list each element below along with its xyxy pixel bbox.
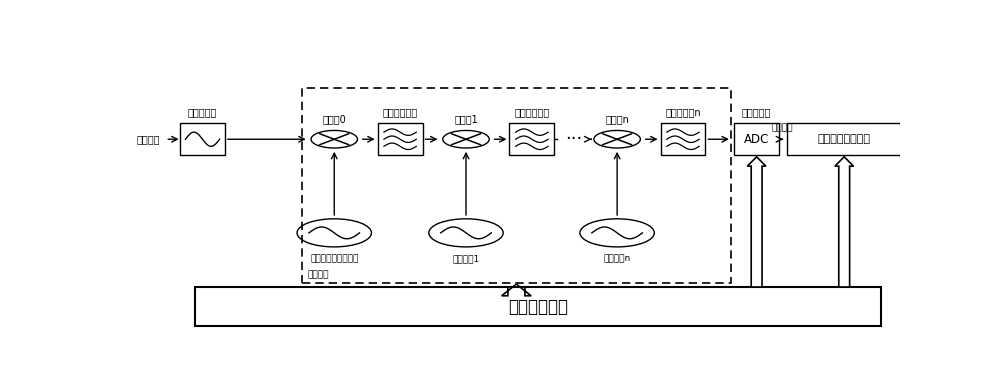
Polygon shape: [835, 157, 854, 287]
Bar: [302, 88, 731, 283]
Text: 同步控制模块: 同步控制模块: [508, 298, 568, 316]
Polygon shape: [502, 284, 531, 296]
Text: 固定本振1: 固定本振1: [452, 254, 480, 263]
Text: 数字信号: 数字信号: [772, 123, 793, 132]
Text: 变频链路: 变频链路: [308, 270, 329, 279]
Text: ···: ···: [565, 130, 583, 148]
Text: 低通滤波器: 低通滤波器: [188, 107, 217, 117]
Bar: [180, 123, 225, 155]
Bar: [661, 123, 705, 155]
Text: 混频器1: 混频器1: [454, 114, 478, 124]
Text: 输入信号: 输入信号: [137, 134, 160, 144]
Text: 带通滤波器１: 带通滤波器１: [514, 107, 550, 117]
Text: 数字信号处理模块: 数字信号处理模块: [818, 134, 871, 144]
Bar: [734, 123, 779, 155]
Bar: [195, 287, 881, 326]
Bar: [787, 123, 902, 155]
Bar: [378, 123, 423, 155]
Text: 混频器n: 混频器n: [605, 114, 629, 124]
Text: 混频器0: 混频器0: [322, 114, 346, 124]
Polygon shape: [747, 157, 766, 287]
Bar: [509, 123, 554, 155]
Text: ADC: ADC: [744, 133, 769, 146]
Text: 模数转换器: 模数转换器: [742, 107, 771, 117]
Text: 固定本振n: 固定本振n: [604, 254, 631, 263]
Text: 带通滤波器０: 带通滤波器０: [382, 107, 418, 117]
Text: 带通滤波器n: 带通滤波器n: [665, 107, 701, 117]
Text: 相位可调复扫频本振: 相位可调复扫频本振: [310, 254, 358, 263]
